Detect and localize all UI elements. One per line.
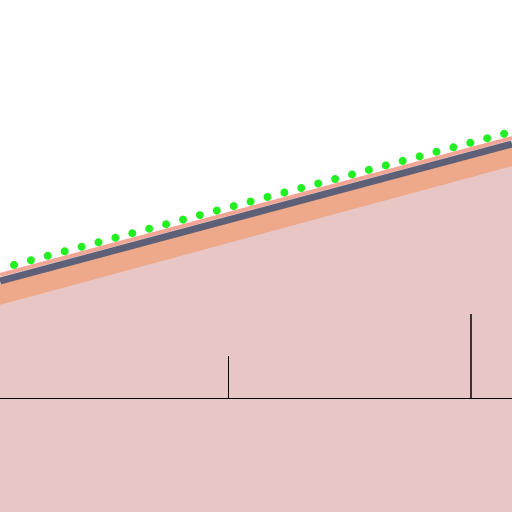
path-dot xyxy=(246,197,255,206)
path-dot xyxy=(26,256,35,265)
path-dot xyxy=(128,229,137,238)
path-dot xyxy=(60,247,69,256)
path-dot xyxy=(162,220,171,229)
path-dot xyxy=(280,188,289,197)
path-dot xyxy=(77,242,86,251)
path-dot xyxy=(449,143,458,152)
ground-band xyxy=(0,147,512,305)
path-dot xyxy=(314,179,323,188)
path-dot xyxy=(398,156,407,165)
path-dot xyxy=(212,206,221,215)
path-dots xyxy=(10,129,509,269)
path-dot xyxy=(145,224,154,233)
path-dot xyxy=(297,184,306,192)
path-dot xyxy=(195,211,204,220)
path-dot xyxy=(331,175,340,183)
path-dot xyxy=(381,161,390,170)
path-dot xyxy=(263,193,272,201)
path-dot xyxy=(432,147,441,156)
path-dot xyxy=(364,165,373,174)
path-dot xyxy=(179,215,187,224)
slope-line xyxy=(0,140,512,285)
path-dot xyxy=(43,251,52,260)
path-dot xyxy=(94,238,103,247)
path-dot xyxy=(500,129,509,138)
path-dot xyxy=(229,202,238,211)
ground-fill xyxy=(0,165,512,512)
path-dot xyxy=(466,138,475,147)
path-dot xyxy=(415,152,424,161)
slope-edge xyxy=(0,136,512,277)
path-dot xyxy=(111,233,120,242)
path-dot xyxy=(483,134,492,143)
path-dot xyxy=(10,260,18,269)
path-dot xyxy=(348,170,356,179)
